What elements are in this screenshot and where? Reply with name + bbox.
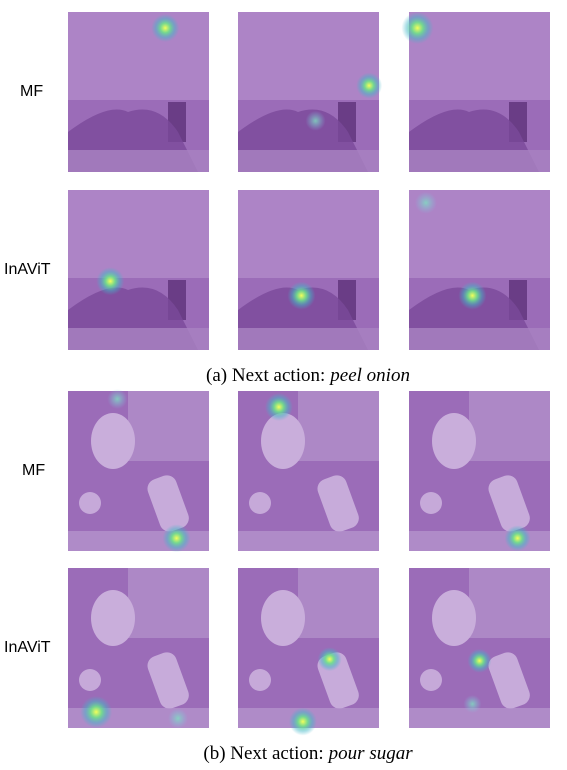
heatmap-blob bbox=[458, 282, 486, 310]
kettle bbox=[432, 590, 476, 646]
counter bbox=[68, 12, 209, 100]
heatmap-blob bbox=[415, 192, 437, 214]
heatmap-blob bbox=[468, 649, 492, 673]
kettle bbox=[432, 413, 476, 469]
attention-image bbox=[401, 12, 550, 172]
figure: (a) Next action:peel onion (b) Next acti… bbox=[0, 0, 567, 770]
floor-pattern bbox=[409, 150, 550, 172]
heatmap-blob bbox=[287, 282, 315, 310]
counter bbox=[238, 190, 379, 278]
heatmap-blob bbox=[96, 267, 124, 295]
heatmap-blob bbox=[505, 525, 531, 551]
heatmap-blob bbox=[463, 695, 481, 713]
kettle bbox=[261, 413, 305, 469]
floor-pattern bbox=[409, 328, 550, 350]
row-label: InAViT bbox=[4, 639, 51, 656]
heatmap-blob bbox=[318, 647, 342, 671]
kettle bbox=[261, 590, 305, 646]
heatmap-blob bbox=[163, 524, 191, 552]
attention-image bbox=[238, 568, 379, 736]
floor-pattern bbox=[68, 150, 209, 172]
caption-action: peel onion bbox=[328, 365, 410, 386]
caption-prefix: (a) Next action: bbox=[206, 365, 325, 386]
attention-image bbox=[68, 190, 209, 350]
floor-pattern bbox=[238, 328, 379, 350]
floor-pattern bbox=[238, 150, 379, 172]
microwave bbox=[298, 568, 379, 638]
heatmap-blob bbox=[80, 696, 112, 728]
cup bbox=[420, 669, 442, 691]
attention-image bbox=[68, 568, 209, 728]
row-label: InAViT bbox=[4, 261, 51, 278]
counter-edge bbox=[409, 708, 550, 728]
attention-image bbox=[238, 12, 382, 172]
microwave bbox=[128, 568, 209, 638]
attention-image bbox=[238, 190, 379, 350]
cup bbox=[249, 669, 271, 691]
page: (a) Next action:peel onion (b) Next acti… bbox=[0, 0, 567, 770]
heatmap-blob bbox=[265, 393, 293, 421]
heatmap-blob bbox=[168, 708, 188, 728]
counter bbox=[68, 190, 209, 278]
microwave bbox=[469, 391, 550, 461]
heatmap-blob bbox=[356, 73, 382, 99]
kettle bbox=[91, 413, 135, 469]
caption-prefix: (b) Next action: bbox=[203, 743, 323, 764]
counter-edge bbox=[238, 531, 379, 551]
heatmap-blob bbox=[401, 12, 433, 44]
row-label: MF bbox=[22, 462, 45, 479]
attention-image bbox=[409, 568, 550, 728]
heatmap-blob bbox=[289, 708, 317, 736]
attention-image bbox=[238, 391, 379, 551]
floor-pattern bbox=[68, 328, 209, 350]
caption-action: pour sugar bbox=[327, 743, 414, 764]
cup bbox=[249, 492, 271, 514]
attention-image bbox=[409, 190, 550, 350]
cup bbox=[79, 492, 101, 514]
kettle bbox=[91, 590, 135, 646]
heatmap-blob bbox=[107, 389, 127, 409]
heatmap-blob bbox=[306, 111, 326, 131]
microwave bbox=[469, 568, 550, 638]
caption: (b) Next action:pour sugar bbox=[203, 743, 413, 764]
caption: (a) Next action:peel onion bbox=[206, 365, 410, 386]
cup bbox=[79, 669, 101, 691]
attention-image bbox=[68, 12, 209, 172]
cup bbox=[420, 492, 442, 514]
microwave bbox=[128, 391, 209, 461]
heatmap-blob bbox=[151, 14, 179, 42]
attention-image bbox=[409, 391, 550, 551]
attention-image bbox=[68, 389, 209, 552]
microwave bbox=[298, 391, 379, 461]
row-label: MF bbox=[20, 83, 43, 100]
